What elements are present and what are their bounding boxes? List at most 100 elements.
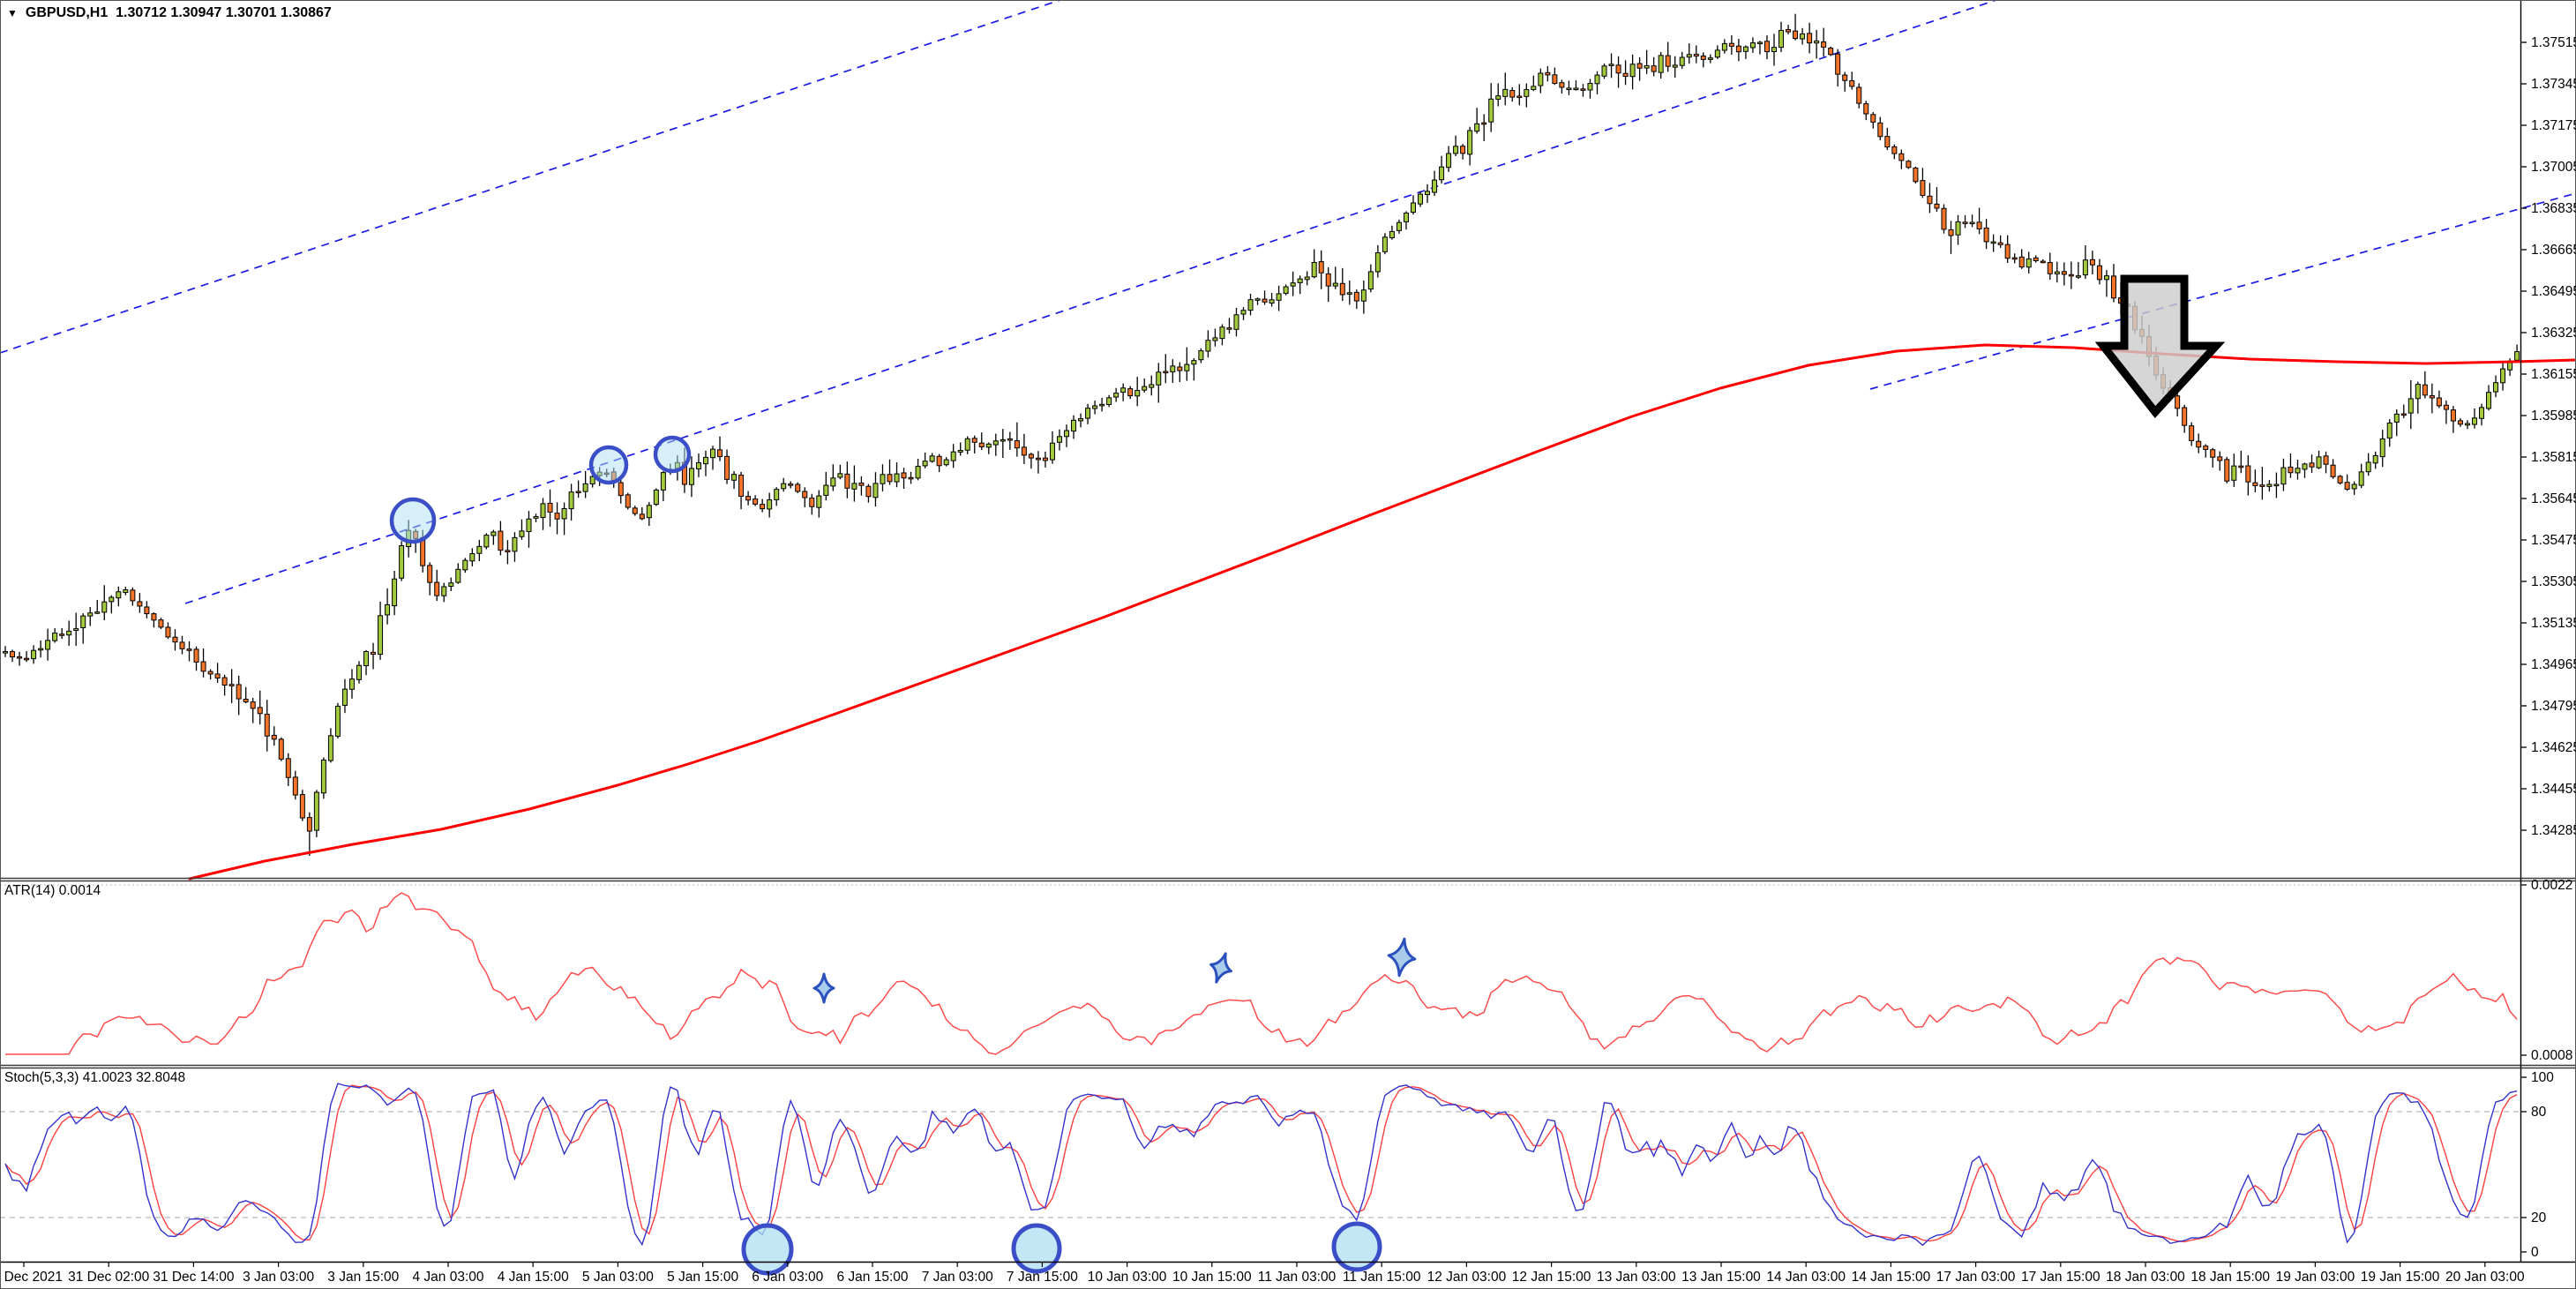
candle-body <box>1658 55 1664 73</box>
candlesticks <box>3 13 2520 856</box>
candle-body <box>943 459 949 466</box>
candle-body <box>80 615 86 628</box>
candle-body <box>278 738 284 760</box>
candle-body <box>2061 271 2067 275</box>
candle-body <box>795 483 801 492</box>
candle-body <box>363 650 370 667</box>
candle-body <box>774 489 780 500</box>
candle-body <box>2386 422 2393 438</box>
candle-body <box>2047 262 2053 274</box>
candle-body <box>816 495 822 508</box>
candle-body <box>505 550 511 553</box>
candle-body <box>1927 195 1933 205</box>
candle-body <box>2429 395 2435 399</box>
candle-body <box>1240 310 1247 315</box>
price-axis-label: 1.34795 <box>2531 699 2576 714</box>
candle-body <box>1078 418 1084 422</box>
candle-body <box>1389 230 1395 238</box>
candle-body <box>1814 40 1820 44</box>
candle-body <box>660 472 666 491</box>
stoch-circle-marker <box>1011 1223 1062 1274</box>
candle-body <box>1467 130 1473 155</box>
candle-body <box>2457 420 2463 425</box>
time-axis-label: 31 Dec 02:00 <box>68 1270 150 1285</box>
candle-body <box>2018 256 2025 268</box>
candle-body <box>2033 257 2039 261</box>
time-axis-label: 18 Jan 15:00 <box>2190 1270 2270 1285</box>
candle-body <box>1021 446 1027 456</box>
candle-body <box>618 482 624 497</box>
stoch-axis-label: 20 <box>2531 1210 2547 1225</box>
candle-body <box>731 474 738 481</box>
candle-body <box>519 530 525 537</box>
candle-body <box>1629 64 1636 78</box>
candle-body <box>2103 275 2109 281</box>
candle-body <box>130 589 136 602</box>
candle-body <box>1608 64 1614 66</box>
time-axis-label: 30 Dec 2021 <box>0 1270 63 1285</box>
candle-body <box>1403 212 1409 222</box>
atr-indicator-label: ATR(14) 0.0014 <box>4 883 101 898</box>
symbol-title[interactable]: ▼ GBPUSD,H1 1.30712 1.30947 1.30701 1.30… <box>7 5 332 21</box>
candle-body <box>1474 123 1480 132</box>
candle-body <box>978 442 985 447</box>
candle-body <box>2068 274 2074 277</box>
candle-body <box>639 513 645 520</box>
candle-body <box>2422 384 2428 396</box>
candle-body <box>2273 483 2280 487</box>
candle-body <box>292 776 298 796</box>
candle-body <box>1410 202 1416 214</box>
candle-body <box>2330 464 2336 477</box>
candle-body <box>1353 291 1359 302</box>
candle-body <box>1821 41 1827 48</box>
candle-body <box>1099 403 1105 407</box>
candle-body <box>1566 87 1572 91</box>
candle-body <box>985 443 992 448</box>
price-circle-marker <box>389 497 437 544</box>
candle-body <box>257 707 263 715</box>
candle-body <box>172 636 178 643</box>
symbol-dropdown-icon[interactable]: ▼ <box>7 7 18 19</box>
candle-body <box>1007 438 1013 441</box>
down-arrow-annotation <box>2094 274 2226 418</box>
candle-body <box>137 601 143 607</box>
candle-body <box>2471 417 2477 425</box>
candle-body <box>702 456 708 465</box>
candle-body <box>2231 465 2237 481</box>
candle-body <box>52 633 58 641</box>
candle-body <box>1056 436 1062 443</box>
candle-body <box>348 678 355 690</box>
time-axis-label: 18 Jan 03:00 <box>2106 1270 2185 1285</box>
candle-body <box>31 649 37 660</box>
candle-body <box>1276 293 1282 301</box>
candle-body <box>2479 407 2484 419</box>
time-axis-label: 31 Dec 14:00 <box>153 1270 235 1285</box>
candle-body <box>957 450 963 453</box>
candle-body <box>767 499 773 510</box>
candle-body <box>880 474 886 484</box>
candle-body <box>526 518 532 532</box>
candle-body <box>2238 465 2244 468</box>
candle-body <box>271 734 277 740</box>
candle-body <box>299 794 305 819</box>
candle-body <box>922 461 928 467</box>
candle-body <box>858 482 865 486</box>
candle-body <box>165 626 171 638</box>
time-axis-label: 6 Jan 15:00 <box>836 1270 908 1285</box>
candle-body <box>1807 33 1813 44</box>
candle-body <box>2259 484 2265 487</box>
candle-body <box>1163 371 1169 374</box>
candle-body <box>1071 419 1077 432</box>
candle-body <box>1035 457 1041 461</box>
candle-body <box>1509 90 1516 98</box>
candle-body <box>1396 221 1402 231</box>
price-axis-label: 1.37515 <box>2531 35 2576 50</box>
candle-body <box>865 485 872 498</box>
candle-body <box>1828 48 1834 56</box>
candle-body <box>1891 146 1898 154</box>
candle-body <box>589 476 595 485</box>
candle-body <box>1707 57 1713 60</box>
candle-body <box>371 651 377 656</box>
candle-body <box>1976 221 1982 229</box>
